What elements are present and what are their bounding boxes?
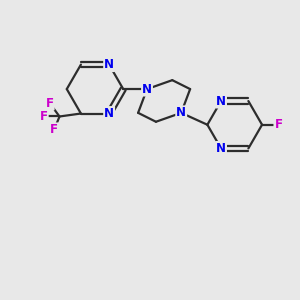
Text: N: N [142, 82, 152, 96]
Text: N: N [216, 94, 226, 108]
Text: F: F [50, 123, 58, 136]
Text: N: N [216, 142, 226, 155]
Text: F: F [274, 118, 282, 131]
Text: F: F [46, 97, 54, 110]
Text: N: N [104, 107, 114, 120]
Text: N: N [176, 106, 186, 119]
Text: N: N [104, 58, 114, 71]
Text: F: F [40, 110, 48, 123]
